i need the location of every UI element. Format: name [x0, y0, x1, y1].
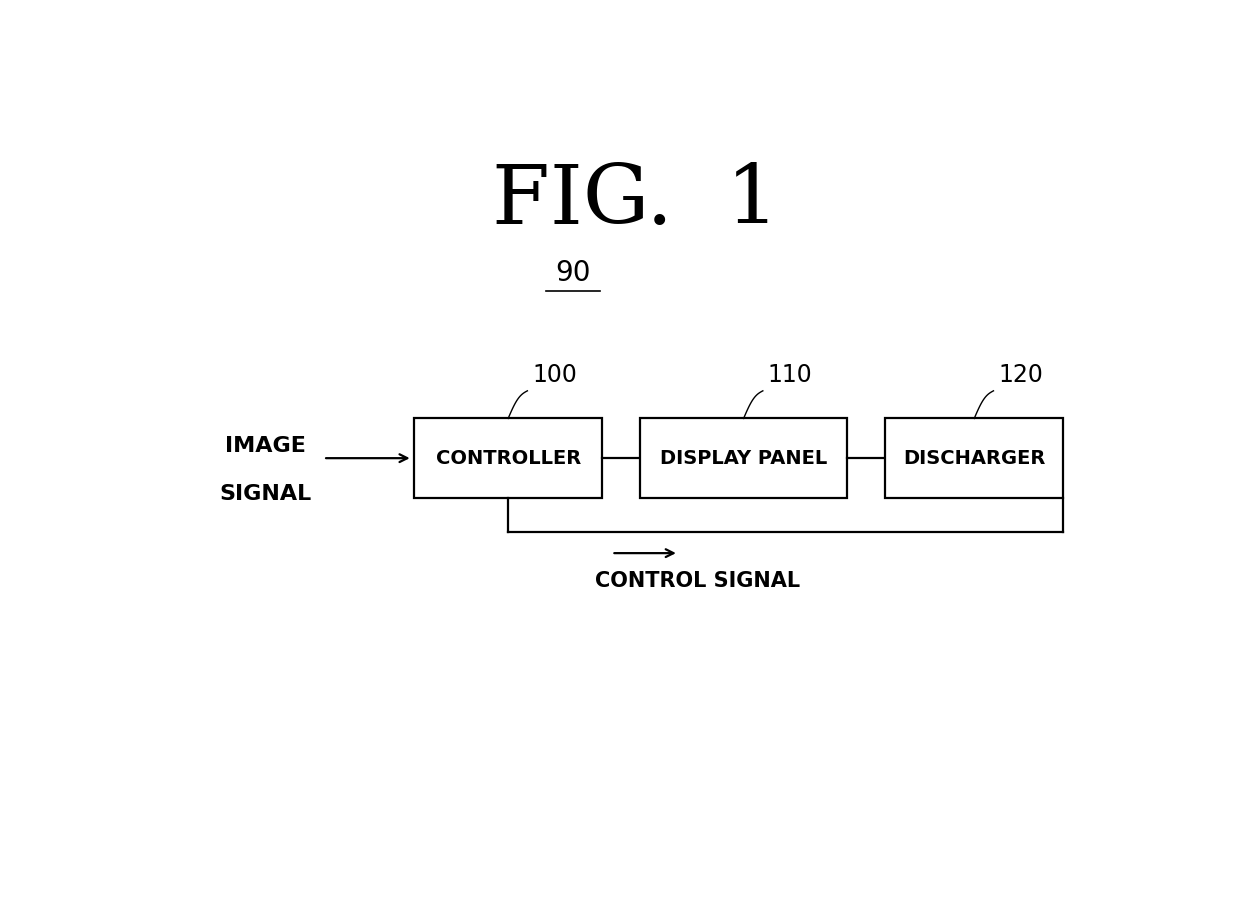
Text: 100: 100: [532, 363, 577, 388]
Text: DISPLAY PANEL: DISPLAY PANEL: [660, 448, 827, 467]
Text: 90: 90: [556, 259, 590, 287]
Text: FIG.  1: FIG. 1: [492, 161, 779, 241]
Text: 110: 110: [768, 363, 812, 388]
Text: IMAGE: IMAGE: [226, 437, 306, 457]
Text: CONTROLLER: CONTROLLER: [435, 448, 580, 467]
Text: 120: 120: [998, 363, 1043, 388]
Text: CONTROL SIGNAL: CONTROL SIGNAL: [595, 570, 801, 591]
Text: DISCHARGER: DISCHARGER: [903, 448, 1045, 467]
Bar: [640, 418, 847, 498]
Text: SIGNAL: SIGNAL: [219, 484, 311, 504]
Bar: [414, 418, 601, 498]
Bar: [885, 418, 1063, 498]
